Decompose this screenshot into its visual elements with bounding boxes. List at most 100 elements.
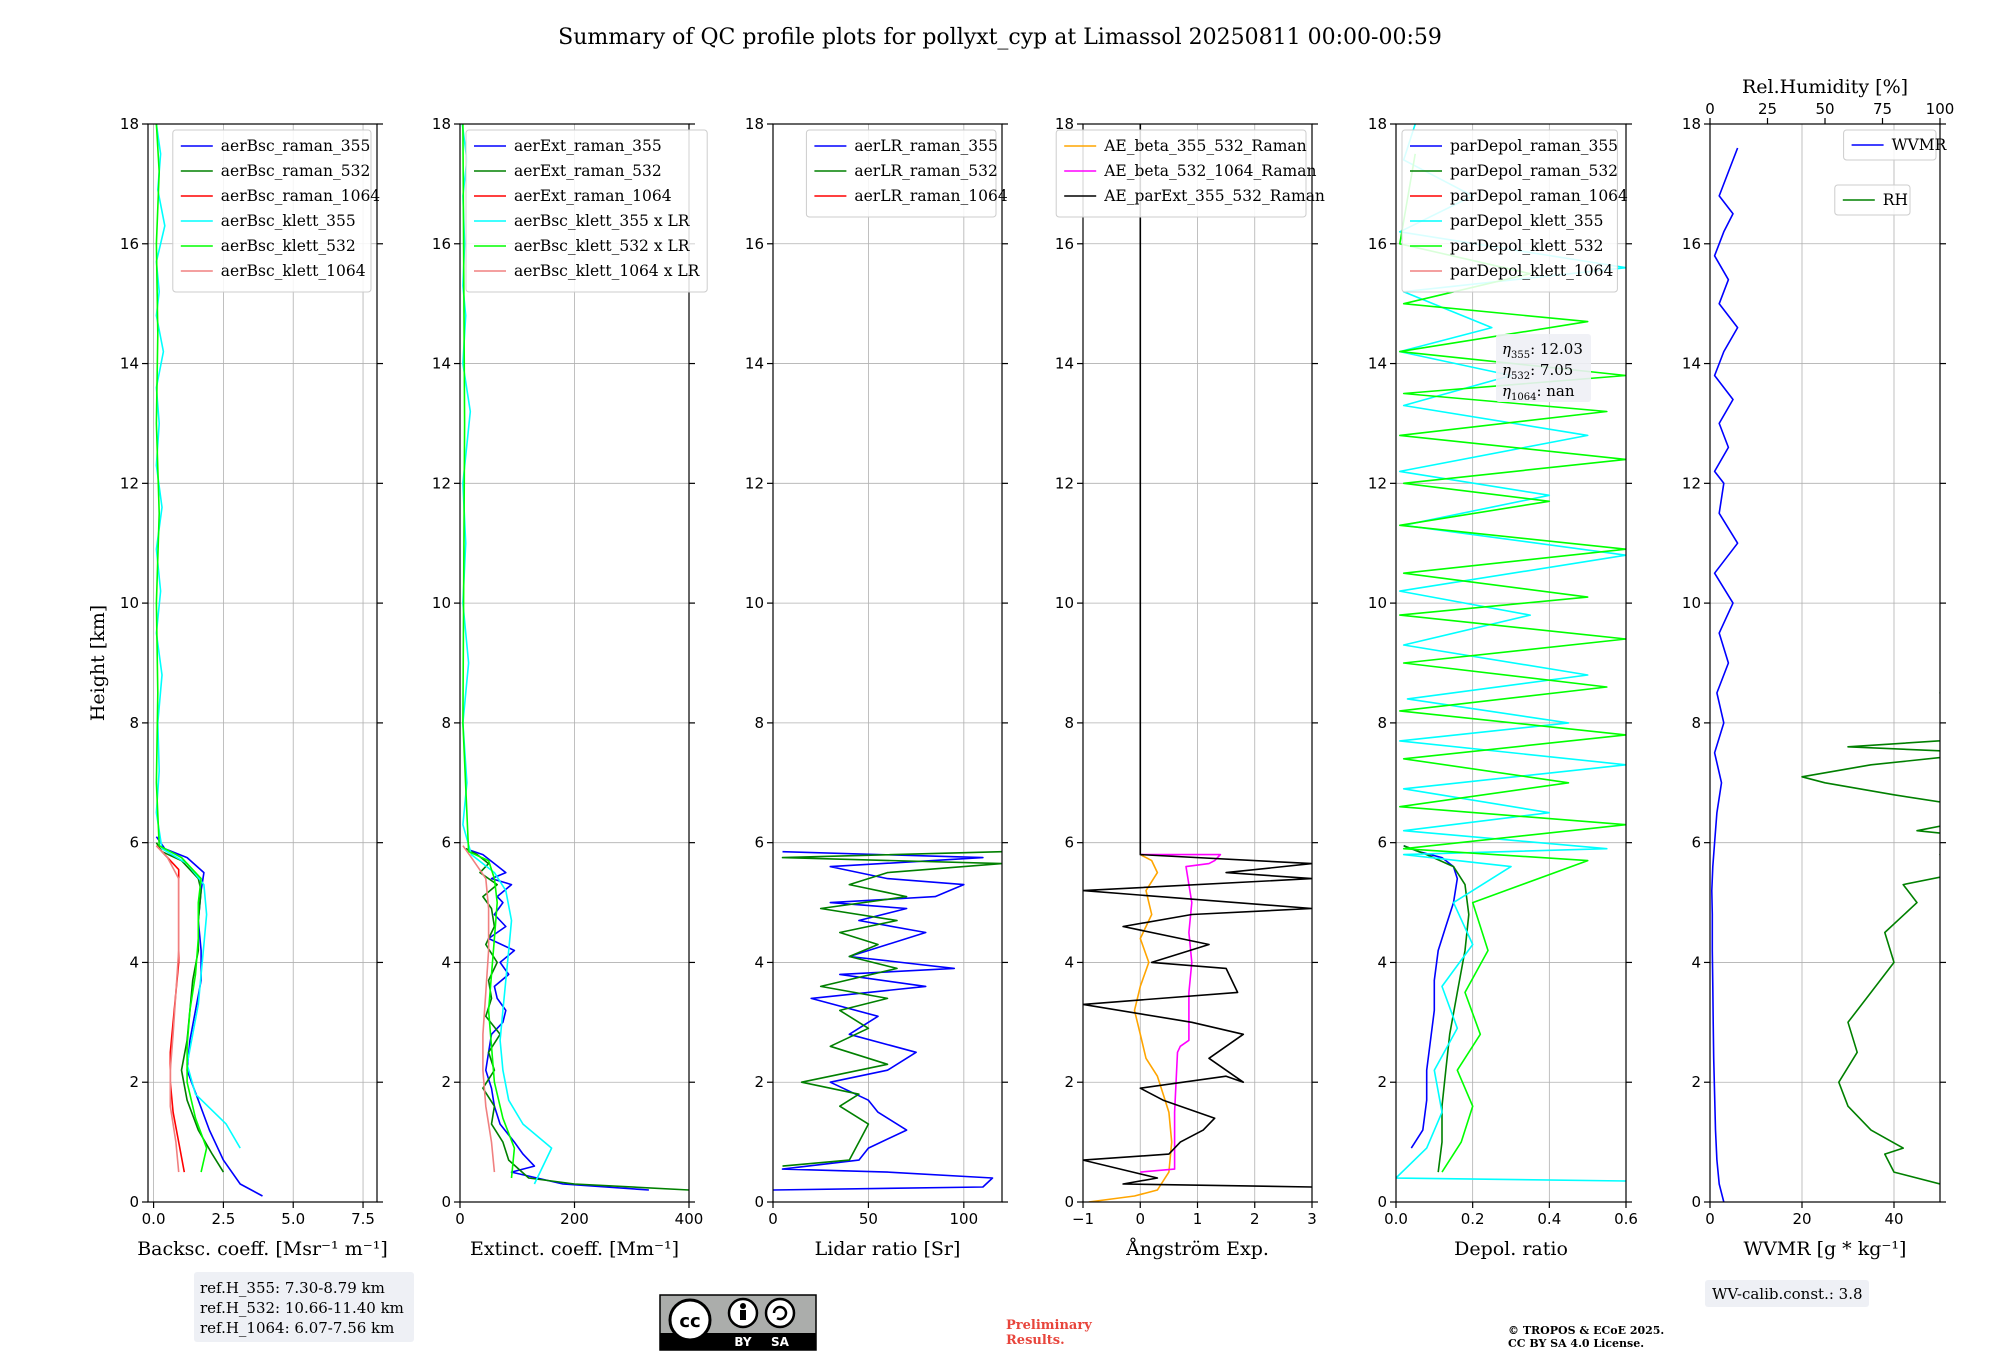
x-tick-label: 0 [768, 1210, 778, 1228]
y-axis-label: Height [km] [87, 605, 109, 721]
y-tick-label: 14 [1682, 355, 1701, 373]
legend-label: aerBsc_klett_532 [221, 237, 356, 255]
legend-label: parDepol_klett_1064 [1450, 262, 1613, 280]
x-axis-label: Backsc. coeff. [Msr⁻¹ m⁻¹] [137, 1238, 388, 1260]
y-tick-label: 8 [1691, 714, 1701, 732]
y-tick-label: 18 [1682, 115, 1701, 133]
legend: parDepol_raman_355 parDepol_raman_532 parD… [1401, 129, 1628, 293]
y-tick-label: 12 [120, 474, 139, 492]
legend-label: AE_beta_532_1064_Raman [1103, 162, 1316, 180]
wv-calib-const: WV-calib.const.: 3.8 [1712, 1285, 1863, 1303]
legend-label: aerLR_raman_1064 [854, 187, 1007, 205]
preliminary-line-2: Results. [1006, 1333, 1065, 1348]
legend-label: parDepol_klett_355 [1450, 212, 1603, 230]
series-line-aerbsc-raman-1064 [155, 845, 186, 1173]
x-tick-label: 0.6 [1614, 1210, 1638, 1228]
cc-by-sa-badge: cc BY SA [659, 1294, 817, 1351]
series-line-aerlr-raman-355 [773, 850, 994, 1191]
eta-value-1064: η1064: nan [1502, 382, 1575, 403]
legend-label: aerBsc_klett_1064 x LR [514, 262, 701, 280]
y-tick-label: 8 [129, 714, 139, 732]
legend-label: AE_parExt_355_532_Raman [1103, 187, 1325, 205]
y-tick-label: 0 [1064, 1193, 1074, 1211]
y-tick-label: 14 [1055, 355, 1074, 373]
x-axis-label: Extinct. coeff. [Mm⁻¹] [470, 1238, 679, 1260]
y-tick-label: 0 [441, 1193, 451, 1211]
legend-label: parDepol_raman_532 [1450, 162, 1618, 180]
legend-box [1055, 129, 1307, 218]
copyright-line-2: CC BY SA 4.0 License. [1508, 1337, 1644, 1350]
top-x-tick-label: 100 [1926, 100, 1955, 118]
y-tick-label: 4 [1064, 953, 1074, 971]
y-tick-label: 6 [1377, 834, 1387, 852]
y-tick-label: 10 [1368, 594, 1387, 612]
x-axis-label: Lidar ratio [Sr] [815, 1238, 961, 1260]
x-tick-label: 200 [560, 1210, 589, 1228]
y-tick-label: 8 [1377, 714, 1387, 732]
x-tick-label: 0 [1705, 1210, 1715, 1228]
x-tick-label: 100 [950, 1210, 979, 1228]
y-tick-label: 2 [1377, 1073, 1387, 1091]
x-tick-label: 40 [1884, 1210, 1903, 1228]
legend-label: aerBsc_klett_355 x LR [514, 212, 691, 230]
x-axis-label: Depol. ratio [1454, 1238, 1568, 1260]
copyright-line-1: © TROPOS & ECoE 2025. [1508, 1324, 1664, 1337]
series-line-pardepol-klett-532 [1399, 153, 1626, 1173]
ref-height-532: ref.H_532: 10.66-11.40 km [200, 1299, 404, 1317]
y-tick-label: 10 [1682, 594, 1701, 612]
panel-2: 0 2 4 6 8 10 12 14 16 18 0 200 400 Extinct. coeff. [M… [432, 115, 708, 1260]
ref-height-355: ref.H_355: 7.30-8.79 km [200, 1279, 385, 1297]
y-tick-label: 2 [1691, 1073, 1701, 1091]
y-tick-label: 4 [754, 953, 764, 971]
series-line-ae-beta-355-532-raman [1088, 853, 1173, 1202]
series-line-aerbsc-klett-1064 [155, 845, 180, 1173]
panel-1: 0 2 4 6 8 10 12 14 16 18 0.0 2.5 5.0 7.5 Backsc. coeff… [120, 115, 388, 1260]
legend: aerLR_raman_355 aerLR_raman_532 aerLR_rama… [805, 129, 1008, 218]
y-tick-label: 14 [745, 355, 764, 373]
series-line-aerbsc-raman-355 [155, 836, 263, 1197]
top-x-tick-label: 75 [1873, 100, 1892, 118]
y-tick-label: 18 [1368, 115, 1387, 133]
series-group [773, 850, 1002, 1191]
legend-box [1843, 129, 1937, 161]
series-line-aerbsc-klett-532 [155, 124, 208, 1173]
eta-box-bg [1496, 334, 1591, 402]
figure-title: Summary of QC profile plots for pollyxt_… [558, 25, 1442, 50]
top-x-tick-label: 25 [1758, 100, 1777, 118]
panel-3: 0 2 4 6 8 10 12 14 16 18 0 50 100 Lidar ratio [Sr] aer… [745, 115, 1008, 1260]
legend-label: aerLR_raman_532 [854, 162, 997, 180]
y-tick-label: 18 [432, 115, 451, 133]
x-tick-label: 0 [455, 1210, 465, 1228]
axes-frame [147, 123, 378, 1203]
wv-calib-box: WV-calib.const.: 3.8 [1705, 1280, 1869, 1307]
x-tick-label: 5.0 [281, 1210, 305, 1228]
x-tick-label: 0.0 [1384, 1210, 1408, 1228]
legend: AE_beta_355_532_Raman AE_beta_532_1064_Ra… [1055, 129, 1325, 218]
y-tick-label: 8 [1064, 714, 1074, 732]
legend-label: aerBsc_klett_532 x LR [514, 237, 691, 255]
series-line-wvmr [1711, 147, 1739, 1202]
x-tick-label: 2 [1250, 1210, 1260, 1228]
y-tick-label: 16 [120, 235, 139, 253]
y-tick-label: 16 [1368, 235, 1387, 253]
series-line-rh [1801, 692, 1940, 1185]
legend-label: aerBsc_raman_355 [221, 137, 371, 155]
top-x-tick-label: 50 [1815, 100, 1834, 118]
y-tick-label: 6 [754, 834, 764, 852]
preliminary-line-1: Preliminary [1006, 1318, 1092, 1333]
y-tick-label: 0 [1377, 1193, 1387, 1211]
legend-label: WVMR [1892, 136, 1948, 154]
axes-frame [1709, 123, 1941, 1203]
cc-by-label: BY [734, 1335, 751, 1349]
x-axis-label: Ångström Exp. [1125, 1238, 1269, 1260]
y-tick-label: 16 [432, 235, 451, 253]
series-line-aerext-raman-532 [465, 847, 689, 1191]
series-group [1711, 147, 1940, 1202]
x-tick-label: 0.4 [1537, 1210, 1561, 1228]
top-x-tick-label: 0 [1705, 100, 1715, 118]
legend-label: parDepol_raman_1064 [1450, 187, 1628, 205]
